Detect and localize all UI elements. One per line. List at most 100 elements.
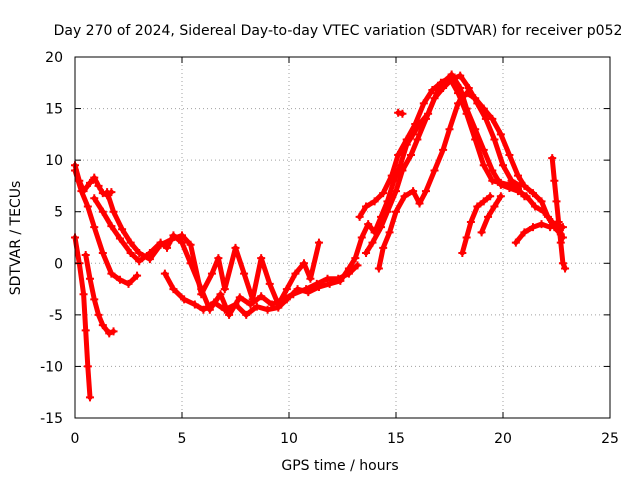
- data-point: [554, 218, 563, 227]
- data-point: [488, 114, 497, 123]
- data-point: [531, 202, 540, 211]
- data-point: [552, 197, 561, 206]
- data-point: [199, 305, 208, 314]
- data-point: [409, 187, 418, 196]
- satellite-track-6: [103, 188, 323, 309]
- data-point: [505, 150, 514, 159]
- data-point: [537, 220, 546, 229]
- data-point: [394, 150, 403, 159]
- data-point: [486, 192, 495, 201]
- data-point: [466, 218, 475, 227]
- data-point: [314, 283, 323, 292]
- data-point: [400, 192, 409, 201]
- data-point: [477, 228, 486, 237]
- data-point: [118, 225, 127, 234]
- satellite-track-12: [458, 192, 495, 257]
- satellite-track-10: [374, 89, 565, 273]
- satellite-track-9: [362, 71, 525, 257]
- data-point: [248, 295, 257, 304]
- data-point: [505, 180, 514, 189]
- data-point: [561, 264, 570, 273]
- data-point: [83, 362, 92, 371]
- data-point: [456, 71, 465, 80]
- y-tick-label: -15: [40, 411, 63, 427]
- plot-frame: [74, 56, 611, 419]
- satellite-track-13: [477, 192, 505, 237]
- data-point: [546, 223, 555, 232]
- x-axis-label: GPS time / hours: [281, 458, 398, 474]
- data-point: [98, 248, 107, 257]
- data-point: [454, 89, 463, 98]
- x-tick-label: 10: [280, 431, 298, 447]
- data-point: [402, 135, 411, 144]
- x-tick-label: 5: [178, 431, 187, 447]
- data-point: [385, 228, 394, 237]
- data-point: [103, 188, 112, 197]
- data-point: [370, 197, 379, 206]
- data-point: [145, 255, 154, 264]
- data-point: [109, 327, 118, 336]
- data-point: [496, 192, 505, 201]
- data-point: [304, 288, 313, 297]
- y-tick-label: 10: [45, 153, 63, 169]
- data-point: [235, 293, 244, 302]
- y-tick-label: 5: [54, 205, 63, 221]
- data-point: [379, 243, 388, 252]
- satellite-track-15-line: [549, 155, 568, 271]
- data-point: [558, 259, 567, 268]
- data-point: [520, 228, 529, 237]
- data-point: [496, 178, 505, 187]
- data-point: [336, 276, 345, 285]
- data-point: [484, 212, 493, 221]
- data-point: [90, 194, 99, 203]
- data-point: [133, 271, 142, 280]
- data-point: [163, 243, 172, 252]
- data-point: [458, 248, 467, 257]
- data-point: [430, 94, 439, 103]
- data-point: [282, 285, 291, 294]
- data-point: [156, 240, 165, 249]
- data-point: [377, 223, 386, 232]
- satellite-track-9-line: [363, 73, 523, 256]
- data-point: [362, 248, 371, 257]
- data-point: [355, 212, 364, 221]
- data-point: [357, 233, 366, 242]
- data-point: [231, 300, 240, 309]
- data-point: [314, 238, 323, 247]
- data-point: [252, 302, 261, 311]
- data-point: [387, 171, 396, 180]
- satellite-track-4: [81, 251, 118, 338]
- data-point: [520, 181, 529, 190]
- data-point: [291, 269, 300, 278]
- data-point: [109, 207, 118, 216]
- data-point: [507, 176, 516, 185]
- data-point: [124, 279, 133, 288]
- data-point: [282, 295, 291, 304]
- satellite-track-3: [71, 233, 94, 402]
- data-point: [479, 104, 488, 113]
- data-point: [135, 257, 144, 266]
- x-tick-label: 25: [601, 431, 619, 447]
- data-point: [430, 166, 439, 175]
- chart-title: Day 270 of 2024, Sidereal Day-to-day VTE…: [54, 23, 623, 39]
- data-point: [85, 178, 94, 187]
- data-point: [548, 154, 557, 163]
- data-point: [447, 75, 456, 84]
- satellite-track-3-line: [72, 235, 93, 400]
- data-point: [257, 292, 266, 301]
- data-point: [323, 274, 332, 283]
- satellite-track-8: [355, 73, 529, 221]
- data-point: [488, 166, 497, 175]
- data-point: [293, 285, 302, 294]
- data-point: [169, 285, 178, 294]
- data-point: [473, 202, 482, 211]
- data-point: [353, 261, 362, 270]
- data-point: [528, 223, 537, 232]
- data-point: [439, 83, 448, 92]
- data-point: [167, 235, 176, 244]
- data-point: [263, 305, 272, 314]
- data-point: [368, 238, 377, 247]
- data-point: [190, 300, 199, 309]
- data-point: [488, 176, 497, 185]
- data-point: [126, 248, 135, 257]
